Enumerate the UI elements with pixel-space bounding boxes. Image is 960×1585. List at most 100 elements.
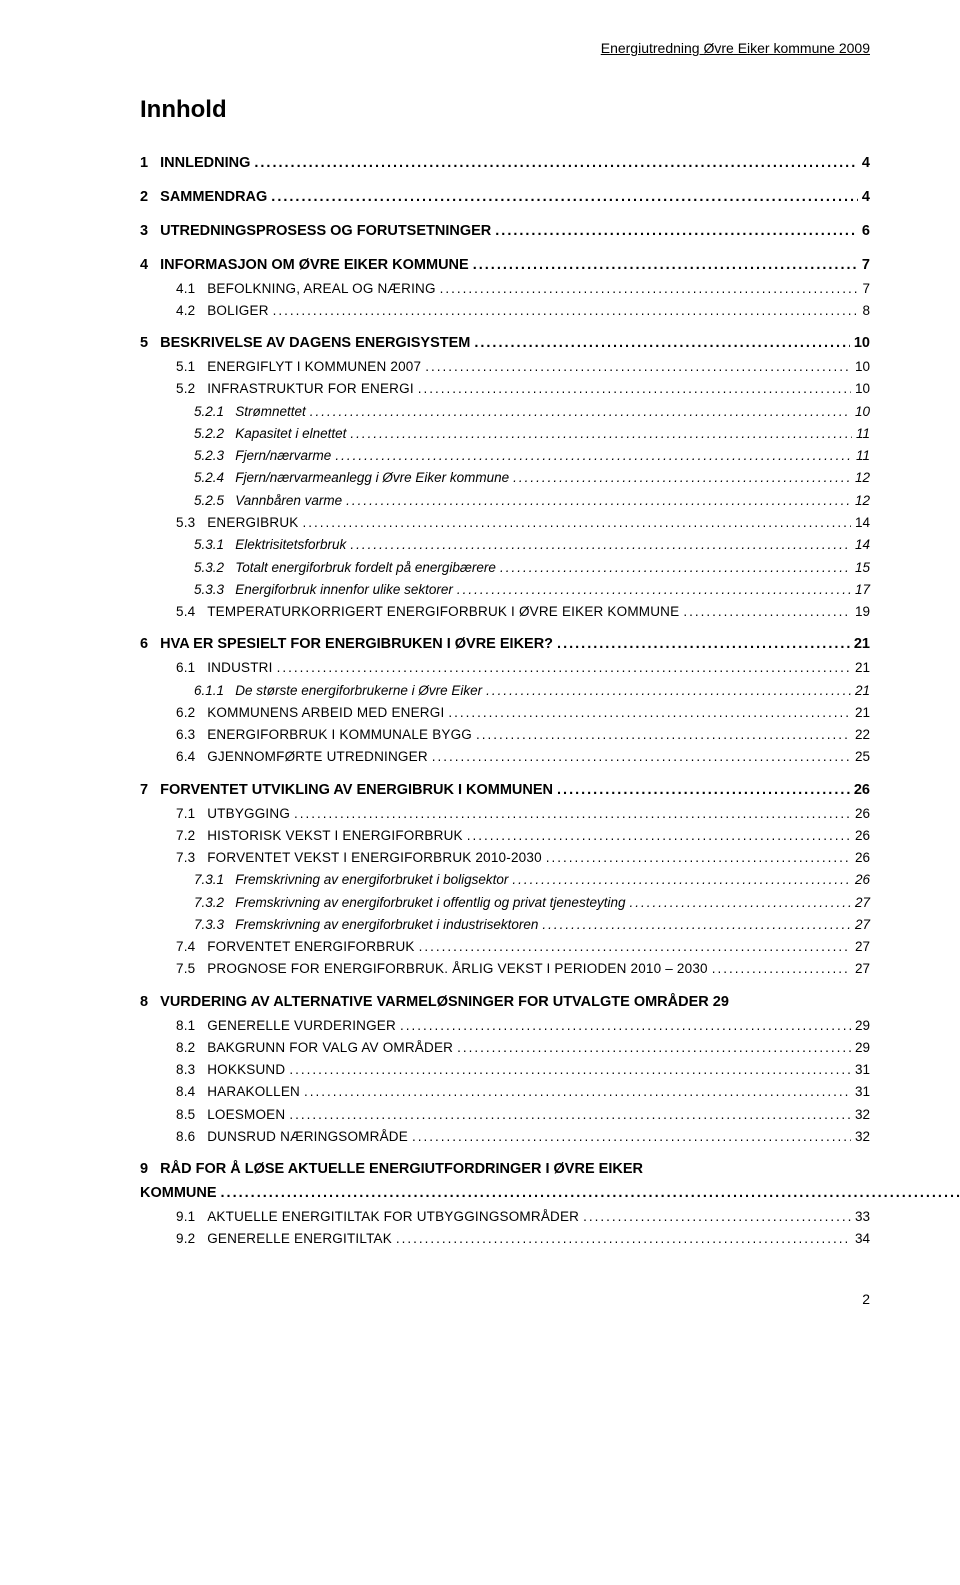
toc-entry-label: 5 BESKRIVELSE AV DAGENS ENERGISYSTEM [140,332,470,356]
toc-entry-label: 7.2 HISTORISK VEKST I ENERGIFORBRUK [176,825,463,847]
toc-entry: 7.5 PROGNOSE FOR ENERGIFORBRUK. ÅRLIG VE… [140,958,870,980]
toc-entry-label: 7.3 FORVENTET VEKST I ENERGIFORBRUK 2010… [176,847,542,869]
toc-leader-dots [304,1081,851,1103]
toc-entry-page: 32 [855,1126,870,1148]
toc-entry-page: 10 [855,378,870,400]
toc-entry: 9 RÅD FOR Å LØSE AKTUELLE ENERGIUTFORDRI… [140,1158,870,1206]
toc-leader-dots [271,186,858,210]
toc-leader-dots [277,657,851,679]
toc-entry-label: 5.3.3 Energiforbruk innenfor ulike sekto… [194,579,453,601]
toc-entry-label: 8.4 HARAKOLLEN [176,1081,300,1103]
toc-entry-label: 7.3.2 Fremskrivning av energiforbruket i… [194,892,625,914]
toc-entry-label: 5.3.2 Totalt energiforbruk fordelt på en… [194,557,496,579]
toc-entry: 5.2 INFRASTRUKTUR FOR ENERGI10 [140,378,870,400]
toc-leader-dots [419,936,851,958]
toc-entry: 8.6 DUNSRUD NÆRINGSOMRÅDE 32 [140,1126,870,1148]
toc-entry-label: 8.3 HOKKSUND [176,1059,285,1081]
toc-entry-page: 11 [856,423,870,445]
toc-entry: 8.2 BAKGRUNN FOR VALG AV OMRÅDER29 [140,1037,870,1059]
toc-leader-dots [500,557,851,579]
toc-entry-label: 5.2.4 Fjern/nærvarmeanlegg i Øvre Eiker … [194,467,509,489]
toc-entry-page: 7 [862,254,870,278]
toc-entry-page: 22 [855,724,870,746]
toc-entry: 6.3 ENERGIFORBRUK I KOMMUNALE BYGG 22 [140,724,870,746]
toc-leader-dots [440,278,859,300]
toc-entry-label: 9.2 GENERELLE ENERGITILTAK [176,1228,392,1250]
toc-entry: 7.3.3 Fremskrivning av energiforbruket i… [140,914,870,936]
toc-entry: 1 INNLEDNING4 [140,152,870,176]
toc-leader-dots [467,825,851,847]
toc-entry-page: 17 [855,579,870,601]
toc-entry-label: 5.2.1 Strømnettet [194,401,306,423]
toc-leader-dots [289,1104,851,1126]
toc-entry: 8.5 LOESMOEN 32 [140,1104,870,1126]
toc-leader-dots [432,746,851,768]
toc-entry-page: 26 [854,779,870,803]
toc-entry-page: 8 [862,300,870,322]
toc-entry-page: 12 [855,467,870,489]
toc-entry-page: 27 [855,958,870,980]
toc-entry: 7.1 UTBYGGING26 [140,803,870,825]
toc-entry-label: 4 INFORMASJON OM ØVRE EIKER KOMMUNE [140,254,469,278]
toc-entry-page: 29 [855,1015,870,1037]
toc-entry-label: 8.5 LOESMOEN [176,1104,285,1126]
toc-entry-label: 5.2.5 Vannbåren varme [194,490,342,512]
toc-leader-dots [557,779,850,803]
toc-entry-label: 7.4 FORVENTET ENERGIFORBRUK [176,936,415,958]
toc-entry: 8.4 HARAKOLLEN 31 [140,1081,870,1103]
toc-entry-page: 15 [855,557,870,579]
toc-entry: 6.1.1 De største energiforbrukerne i Øvr… [140,680,870,702]
toc-entry-page: 32 [855,1104,870,1126]
toc-entry-page: 31 [855,1059,870,1081]
toc-entry-label: 6.2 KOMMUNENS ARBEID MED ENERGI [176,702,444,724]
toc-entry-page: 27 [855,936,870,958]
toc-entry: 5.3.3 Energiforbruk innenfor ulike sekto… [140,579,870,601]
toc-entry-page: 6 [862,220,870,244]
toc-entry-label: 3 UTREDNINGSPROSESS OG FORUTSETNINGER [140,220,491,244]
toc-entry: 6.4 GJENNOMFØRTE UTREDNINGER25 [140,746,870,768]
toc-leader-dots [473,254,858,278]
toc-entry-label: 9.1 AKTUELLE ENERGITILTAK FOR UTBYGGINGS… [176,1206,579,1228]
toc-entry-label: 6 HVA ER SPESIELT FOR ENERGIBRUKEN I ØVR… [140,633,553,657]
toc-entry-label: 8.2 BAKGRUNN FOR VALG AV OMRÅDER [176,1037,453,1059]
toc-leader-dots [457,1037,851,1059]
toc-leader-dots [294,803,851,825]
toc-entry-label: 5.2.3 Fjern/nærvarme [194,445,331,467]
toc-leader-dots [683,601,851,623]
toc-entry-page: 34 [855,1228,870,1250]
toc-entry-page: 31 [855,1081,870,1103]
toc-entry-label: 6.3 ENERGIFORBRUK I KOMMUNALE BYGG [176,724,472,746]
toc-entry-page: 4 [862,186,870,210]
toc-entry-page: 26 [855,847,870,869]
toc-entry-page: 11 [856,445,870,467]
toc-leader-dots [425,356,851,378]
toc-leader-dots [418,378,851,400]
toc-entry: 5.1 ENERGIFLYT I KOMMUNEN 200710 [140,356,870,378]
toc-leader-dots [396,1228,851,1250]
toc-entry: 5.2.1 Strømnettet10 [140,401,870,423]
toc-entry-label: 5.1 ENERGIFLYT I KOMMUNEN 2007 [176,356,421,378]
toc-entry: 7.4 FORVENTET ENERGIFORBRUK 27 [140,936,870,958]
toc-entry: 4.2 BOLIGER 8 [140,300,870,322]
toc-leader-dots [289,1059,851,1081]
toc-entry: 7.3.1 Fremskrivning av energiforbruket i… [140,869,870,891]
toc-leader-dots [457,579,851,601]
toc-entry-label: 7.5 PROGNOSE FOR ENERGIFORBRUK. ÅRLIG VE… [176,958,708,980]
toc-entry-label: 6.4 GJENNOMFØRTE UTREDNINGER [176,746,428,768]
toc-entry-page: 27 [855,914,870,936]
toc-entry-label: 8.6 DUNSRUD NÆRINGSOMRÅDE [176,1126,408,1148]
toc-entry: 6.1 INDUSTRI21 [140,657,870,679]
toc-entry-page: 21 [854,633,870,657]
toc-entry-label: 7.3.3 Fremskrivning av energiforbruket i… [194,914,538,936]
toc-leader-dots [476,724,851,746]
toc-leader-dots [273,300,859,322]
toc-leader-dots [495,220,858,244]
toc-leader-dots [557,633,850,657]
toc-entry: 4 INFORMASJON OM ØVRE EIKER KOMMUNE 7 [140,254,870,278]
toc-entry-label: 6.1.1 De største energiforbrukerne i Øvr… [194,680,482,702]
toc-entry-label: 5.3.1 Elektrisitetsforbruk [194,534,346,556]
toc-entry: 2 SAMMENDRAG4 [140,186,870,210]
document-page: Energiutredning Øvre Eiker kommune 2009 … [0,0,960,1357]
toc-entry-label: 4.2 BOLIGER [176,300,269,322]
toc-entry-page: 26 [855,869,870,891]
